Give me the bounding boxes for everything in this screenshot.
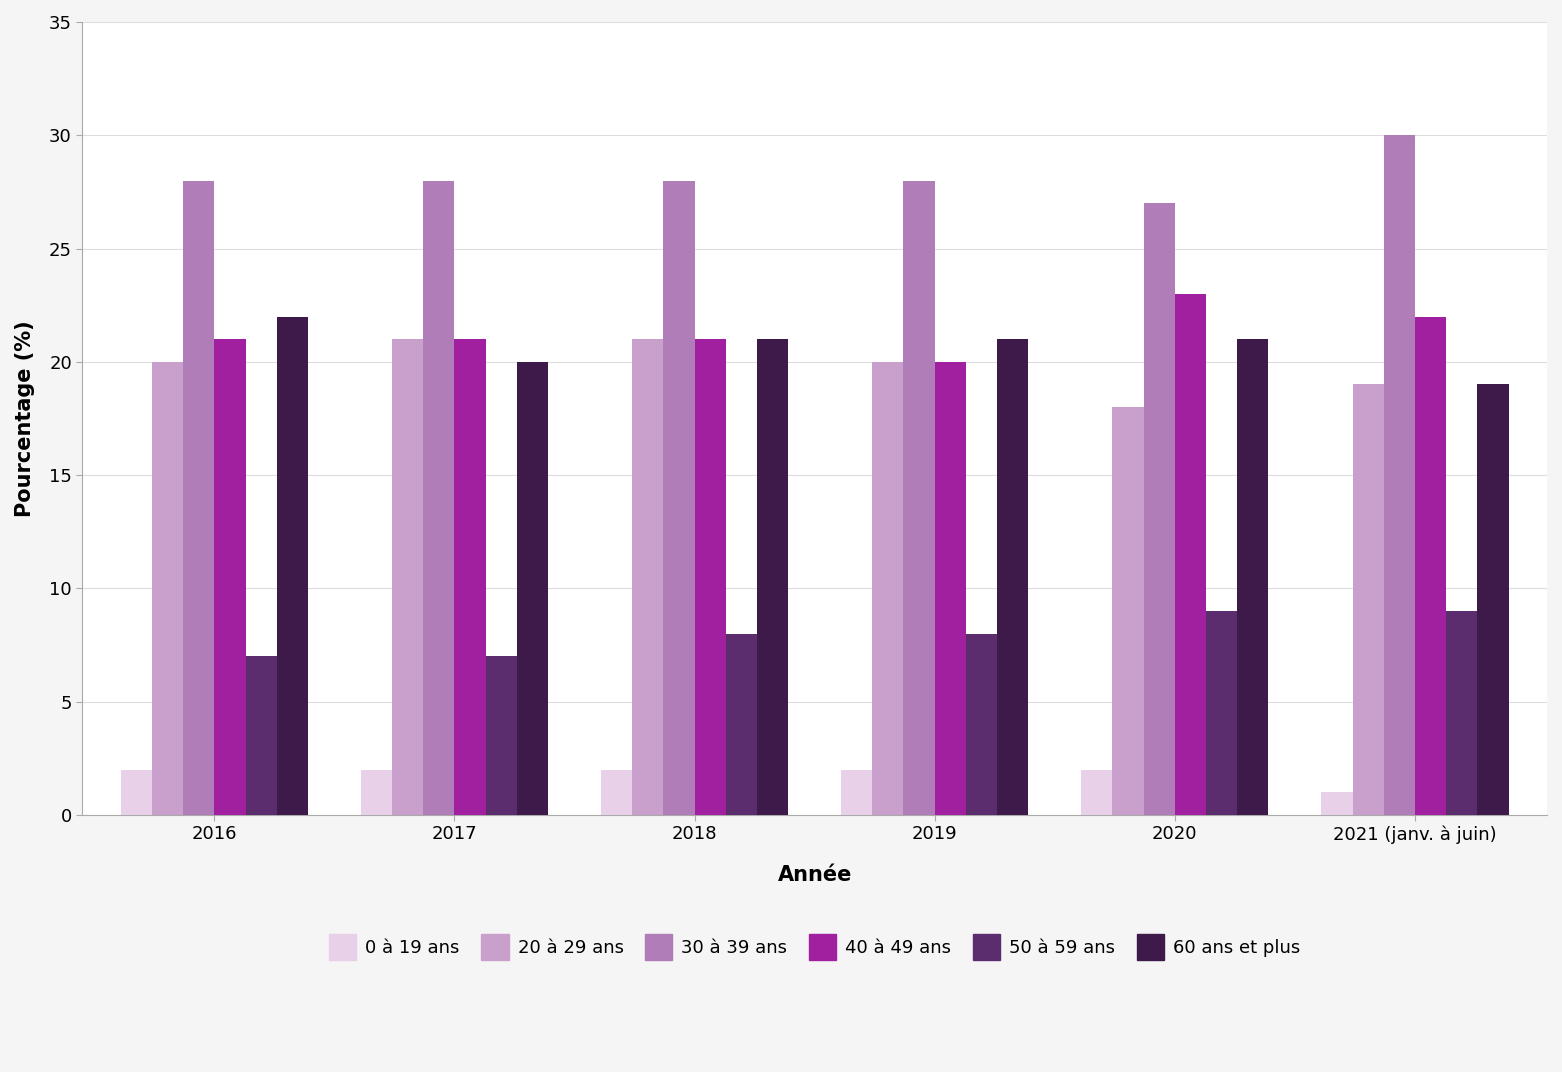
Bar bbox=[965, 634, 997, 815]
Bar bbox=[934, 362, 965, 815]
Bar bbox=[695, 339, 726, 815]
Legend: 0 à 19 ans, 20 à 29 ans, 30 à 39 ans, 40 à 49 ans, 50 à 59 ans, 60 ans et plus: 0 à 19 ans, 20 à 29 ans, 30 à 39 ans, 40… bbox=[322, 927, 1307, 967]
Bar bbox=[120, 770, 152, 815]
Bar bbox=[1478, 385, 1509, 815]
Bar bbox=[183, 180, 214, 815]
Y-axis label: Pourcentage (%): Pourcentage (%) bbox=[16, 321, 34, 517]
Bar bbox=[758, 339, 789, 815]
Bar bbox=[455, 339, 486, 815]
Bar bbox=[633, 339, 664, 815]
Bar bbox=[361, 770, 392, 815]
Bar bbox=[1384, 135, 1415, 815]
Bar bbox=[1237, 339, 1268, 815]
X-axis label: Année: Année bbox=[778, 865, 851, 884]
Bar bbox=[1206, 611, 1237, 815]
Bar bbox=[1446, 611, 1478, 815]
Bar bbox=[872, 362, 903, 815]
Bar bbox=[423, 180, 455, 815]
Bar bbox=[726, 634, 758, 815]
Bar bbox=[392, 339, 423, 815]
Bar bbox=[1081, 770, 1112, 815]
Bar bbox=[664, 180, 695, 815]
Bar bbox=[276, 316, 308, 815]
Bar bbox=[1175, 294, 1206, 815]
Bar bbox=[214, 339, 245, 815]
Bar bbox=[245, 656, 276, 815]
Bar bbox=[517, 362, 548, 815]
Bar bbox=[1415, 316, 1446, 815]
Bar bbox=[152, 362, 183, 815]
Bar bbox=[1353, 385, 1384, 815]
Bar bbox=[997, 339, 1028, 815]
Bar bbox=[1321, 792, 1353, 815]
Bar bbox=[903, 180, 934, 815]
Bar bbox=[840, 770, 872, 815]
Bar bbox=[1112, 407, 1143, 815]
Bar bbox=[486, 656, 517, 815]
Bar bbox=[601, 770, 633, 815]
Bar bbox=[1143, 204, 1175, 815]
